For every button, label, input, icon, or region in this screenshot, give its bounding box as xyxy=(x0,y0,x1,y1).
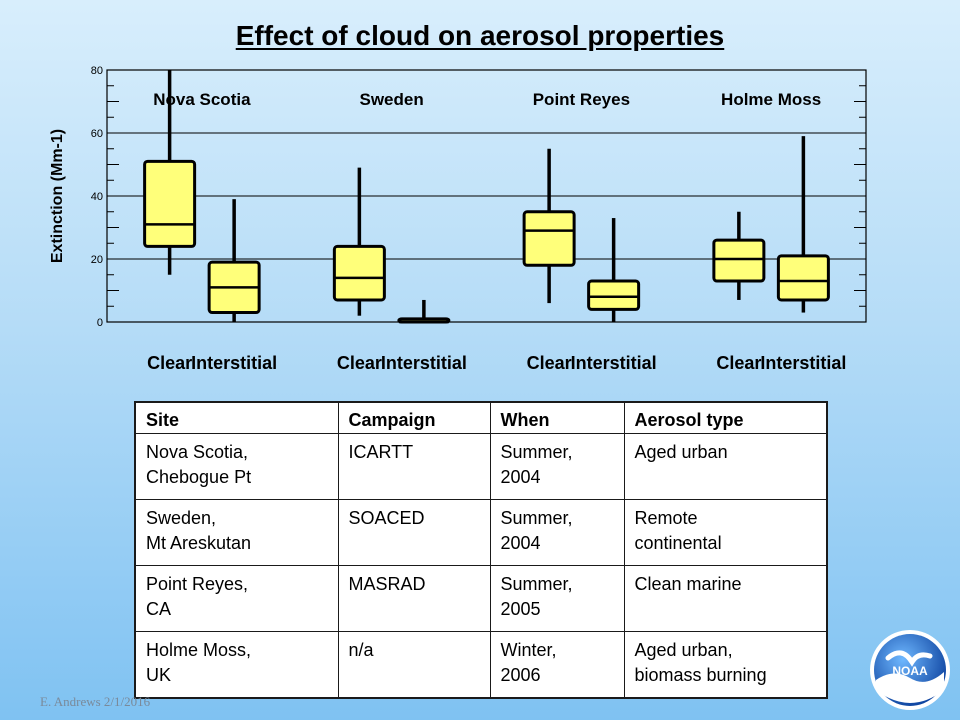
y-tick-label: 60 xyxy=(91,128,103,140)
site-label: Holme Moss xyxy=(721,90,821,109)
table-cell-line: continental xyxy=(634,532,722,553)
table-cell: MASRAD xyxy=(337,564,491,632)
table-row: Sweden, Mt Areskutan SOACED Summer, 2004 Remo… xyxy=(134,498,828,566)
table-cell-line: Sweden, xyxy=(146,507,217,528)
table-cell-line: Clean marine xyxy=(634,573,742,594)
box xyxy=(143,159,197,248)
table-cell-line: Aged urban, xyxy=(634,639,733,660)
site-label: Sweden xyxy=(360,90,424,109)
noaa-logo: NOAA xyxy=(870,630,950,710)
table-cell-line: Holme Moss, xyxy=(146,639,252,660)
table-header-cell: When xyxy=(489,401,625,434)
table-cell-line: UK xyxy=(146,664,172,685)
table-row: Nova Scotia, Chebogue Pt ICARTT Summer, 2004… xyxy=(134,433,828,500)
table-cell-line: Summer, xyxy=(500,507,573,528)
table-cell: Clean marine xyxy=(623,564,828,632)
y-tick-label: 40 xyxy=(91,191,103,203)
y-axis-label: Extinction (Mm-1) xyxy=(49,129,66,263)
table-cell-line: Point Reyes, xyxy=(146,573,249,594)
table-header-cell: Aerosol type xyxy=(623,401,828,434)
table-cell: Summer, 2004 xyxy=(489,433,625,500)
table-cell-line: 2005 xyxy=(500,598,541,619)
table-header-row: Site Campaign When Aerosol type xyxy=(134,401,828,434)
box-category-label: Clear xyxy=(147,353,192,373)
table-cell: ICARTT xyxy=(337,433,491,500)
site-label: Nova Scotia xyxy=(153,90,251,109)
table-cell-line: ICARTT xyxy=(348,442,414,462)
box xyxy=(712,238,766,283)
table-cell-line: Summer, xyxy=(500,442,573,462)
box-category-label: Clear xyxy=(716,353,761,373)
box xyxy=(522,210,576,267)
author-footer: E. Andrews 2/1/2016 xyxy=(40,694,151,709)
table-cell-line: Summer, xyxy=(500,573,573,594)
table-cell-line: 2004 xyxy=(500,467,541,487)
table-cell: Remote continental xyxy=(623,498,828,566)
table-cell-line: CA xyxy=(146,598,172,619)
table-row: Holme Moss, UK n/a Winter, 2006 Aged urban, bi… xyxy=(134,630,828,699)
box-category-label: Clear xyxy=(337,353,382,373)
table-cell-line: Aged urban xyxy=(634,442,728,462)
box-category-label: Interstitial xyxy=(381,353,467,373)
table-cell-line: Nova Scotia, xyxy=(146,442,249,462)
box-category-label: Clear xyxy=(527,353,572,373)
table-cell-line: SOACED xyxy=(348,507,425,528)
noaa-logo-text: NOAA xyxy=(892,664,928,678)
box xyxy=(587,279,641,311)
table-cell-line: Mt Areskutan xyxy=(146,532,252,553)
box-category-label: Interstitial xyxy=(571,353,657,373)
table-cell: Nova Scotia, Chebogue Pt xyxy=(134,433,339,500)
y-tick-label: 0 xyxy=(97,317,103,329)
table-header-cell: Site xyxy=(134,401,339,434)
y-tick-label: 80 xyxy=(91,65,103,77)
table-cell: Summer, 2004 xyxy=(489,498,625,566)
table-cell: Aged urban, biomass burning xyxy=(623,630,828,699)
table-cell: Summer, 2005 xyxy=(489,564,625,632)
table-cell-line: n/a xyxy=(348,639,374,660)
slide-title: Effect of cloud on aerosol properties xyxy=(235,20,725,51)
box xyxy=(332,244,386,302)
box xyxy=(776,254,830,302)
table-cell-line: Remote xyxy=(634,507,698,528)
table-cell: SOACED xyxy=(337,498,491,566)
boxplot-chart: 0 20 40 60 80 Extinction (Mm-1) Nova Scotia Cle… xyxy=(49,65,867,373)
table-cell: Sweden, Mt Areskutan xyxy=(134,498,339,566)
table-cell-line: biomass burning xyxy=(634,664,767,685)
table-row: Point Reyes, CA MASRAD Summer, 2005 Clean mar… xyxy=(134,564,828,632)
table-cell: n/a xyxy=(337,630,491,699)
table-cell-line: Chebogue Pt xyxy=(146,467,252,487)
table-cell-line: Winter, xyxy=(500,639,557,660)
box-category-label: Interstitial xyxy=(760,353,846,373)
table-cell-line: MASRAD xyxy=(348,573,426,594)
site-label: Point Reyes xyxy=(533,90,630,109)
table-cell-line: 2004 xyxy=(500,532,541,553)
table-cell: Point Reyes, CA xyxy=(134,564,339,632)
table-cell: Holme Moss, UK xyxy=(134,630,339,699)
site-table: Site Campaign When Aerosol type Nova Scotia… xyxy=(134,401,828,699)
y-tick-label: 20 xyxy=(91,254,103,266)
table-cell: Winter, 2006 xyxy=(489,630,625,699)
box-category-label: Interstitial xyxy=(191,353,277,373)
table-cell-line: 2006 xyxy=(500,664,541,685)
table-header-cell: Campaign xyxy=(337,401,491,434)
table-cell: Aged urban xyxy=(623,433,828,500)
